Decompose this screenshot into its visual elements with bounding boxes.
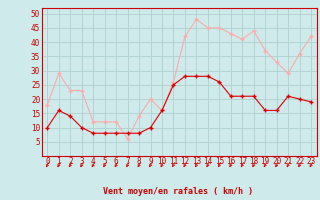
Text: Vent moyen/en rafales ( km/h ): Vent moyen/en rafales ( km/h ) bbox=[103, 187, 252, 196]
